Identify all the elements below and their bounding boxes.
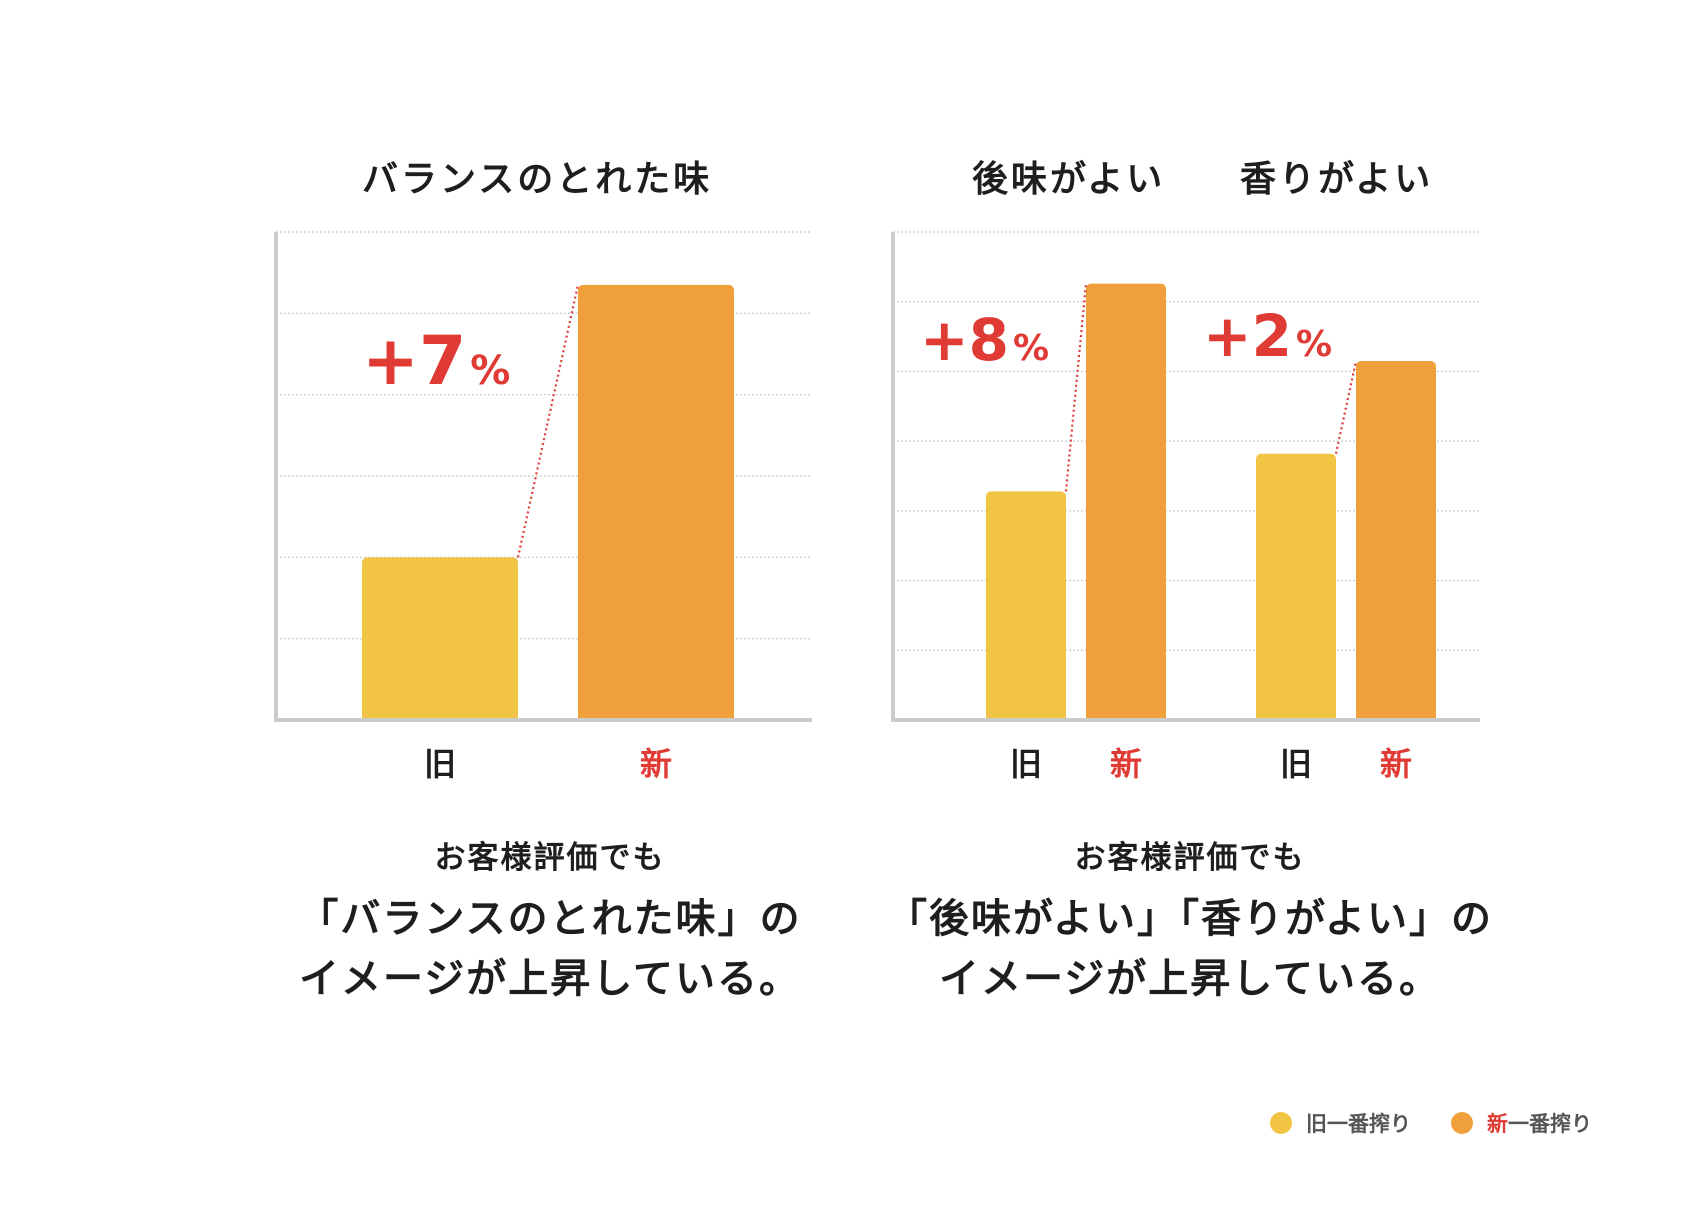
chart2-group2-title: 香りがよい: [1240, 159, 1434, 200]
chart2: 旧 新 旧 新 +8% +2%: [891, 231, 1480, 783]
caption-left-line2: 「バランスのとれた味」の: [298, 896, 802, 942]
chart2-category-label: 旧: [1280, 745, 1312, 783]
chart1-connector-1: [516, 284, 580, 558]
chart2-category-label: 新: [1380, 745, 1412, 783]
legend-label-new: 新一番搾り: [1487, 1108, 1592, 1138]
legend-label-old: 旧一番搾り: [1306, 1108, 1411, 1138]
caption-left-line1: お客様評価でも: [434, 840, 666, 876]
caption-right: お客様評価でも 「後味がよい」「香りがよい」の イメージが上昇している。: [880, 832, 1500, 1009]
legend-label-old-rest: 一番搾り: [1327, 1112, 1411, 1136]
chart1-bar-new-2: [578, 284, 734, 720]
caption-right-line3: イメージが上昇している。: [939, 956, 1441, 1002]
chart2-connector-1: [1064, 283, 1088, 492]
chart2-connector-2: [1334, 360, 1358, 454]
legend-item-new: 新一番搾り: [1451, 1108, 1592, 1138]
chart1-title: バランスのとれた味: [362, 159, 713, 200]
legend-item-old: 旧一番搾り: [1270, 1108, 1411, 1138]
chart2-bar-new-2: [1086, 283, 1166, 720]
chart2-change-label-1: +8%: [920, 306, 1049, 374]
chart1: 旧 新 +7%: [274, 231, 812, 783]
legend-label-new-rest: 一番搾り: [1508, 1112, 1592, 1136]
chart2-bar-old-1: [986, 491, 1066, 720]
caption-right-line2: 「後味がよい」「香りがよい」の: [887, 896, 1493, 942]
chart1-bar-old-1: [362, 557, 518, 720]
legend-label-new-accent: 新: [1487, 1112, 1508, 1136]
chart1-category-label: 旧: [424, 745, 456, 783]
chart1-change-label-1: +7%: [362, 322, 510, 401]
caption-left-line3: イメージが上昇している。: [299, 956, 801, 1002]
chart2-bar-new-4: [1356, 360, 1436, 720]
chart2-bar-old-3: [1256, 453, 1336, 720]
legend-dot-new: [1451, 1112, 1473, 1134]
legend-label-old-accent: 旧: [1306, 1112, 1327, 1136]
caption-right-line1: お客様評価でも: [1074, 840, 1306, 876]
legend-dot-old: [1270, 1112, 1292, 1134]
legend: 旧一番搾り 新一番搾り: [1230, 1108, 1592, 1138]
caption-left: お客様評価でも 「バランスのとれた味」の イメージが上昇している。: [270, 832, 830, 1009]
chart2-change-label-2: +2%: [1203, 302, 1332, 370]
chart2-category-label: 旧: [1010, 745, 1042, 783]
chart2-category-label: 新: [1110, 745, 1142, 783]
chart2-group1-title: 後味がよい: [972, 159, 1166, 200]
chart1-category-label: 新: [640, 745, 672, 783]
